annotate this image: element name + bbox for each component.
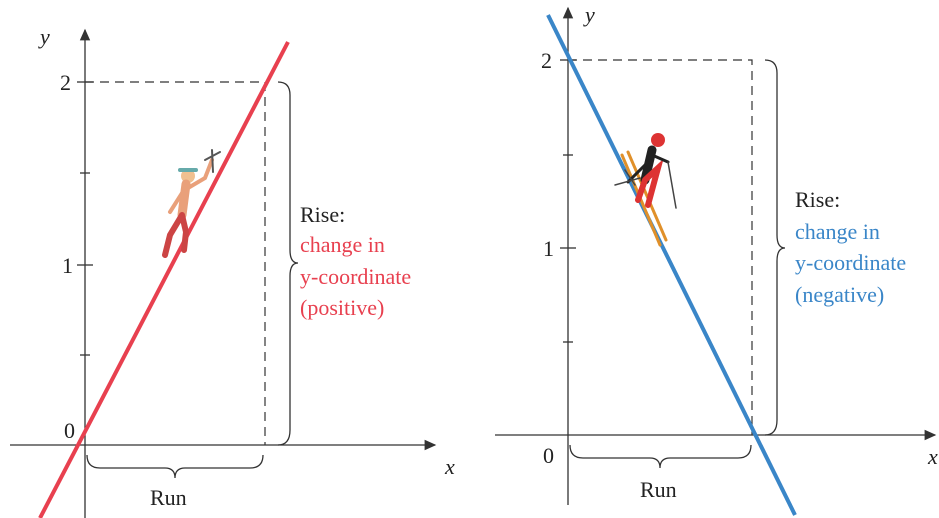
- tick-label: 1: [543, 236, 554, 261]
- run-brace: [570, 445, 751, 468]
- rise-brace: [765, 60, 785, 435]
- y-axis-label: y: [38, 24, 50, 49]
- left-panel: 0 1 2 y x Run Rise: change in y-coordina…: [10, 24, 455, 518]
- rise-text: y-coordinate: [795, 250, 906, 275]
- tick-label: 1: [62, 253, 73, 278]
- y-axis-label: y: [583, 2, 595, 27]
- rise-text: change in: [795, 219, 880, 244]
- rise-text: y-coordinate: [300, 264, 411, 289]
- tick-label: 0: [543, 443, 554, 468]
- run-label: Run: [150, 485, 187, 510]
- skier-figure: [615, 133, 676, 245]
- rise-title: Rise:: [300, 202, 345, 227]
- rise-text: (positive): [300, 295, 384, 320]
- x-axis-label: x: [444, 454, 455, 479]
- rise-text: (negative): [795, 282, 884, 307]
- x-axis-label: x: [927, 444, 938, 469]
- rise-brace: [278, 82, 298, 445]
- slope-diagram: 0 1 2 y x Run Rise: change in y-coordina…: [0, 0, 939, 518]
- rise-text: change in: [300, 232, 385, 257]
- run-brace: [87, 455, 263, 478]
- tick-label: 0: [64, 418, 75, 443]
- dashed-guide: [568, 60, 752, 435]
- slope-line: [548, 15, 795, 515]
- right-panel: 0 1 2 y x Run Rise: change in y-coordina…: [495, 2, 938, 515]
- run-label: Run: [640, 477, 677, 502]
- slope-line: [40, 42, 288, 518]
- tick-label: 2: [541, 48, 552, 73]
- rise-title: Rise:: [795, 187, 840, 212]
- tick-label: 2: [60, 70, 71, 95]
- climber-figure: [165, 150, 220, 255]
